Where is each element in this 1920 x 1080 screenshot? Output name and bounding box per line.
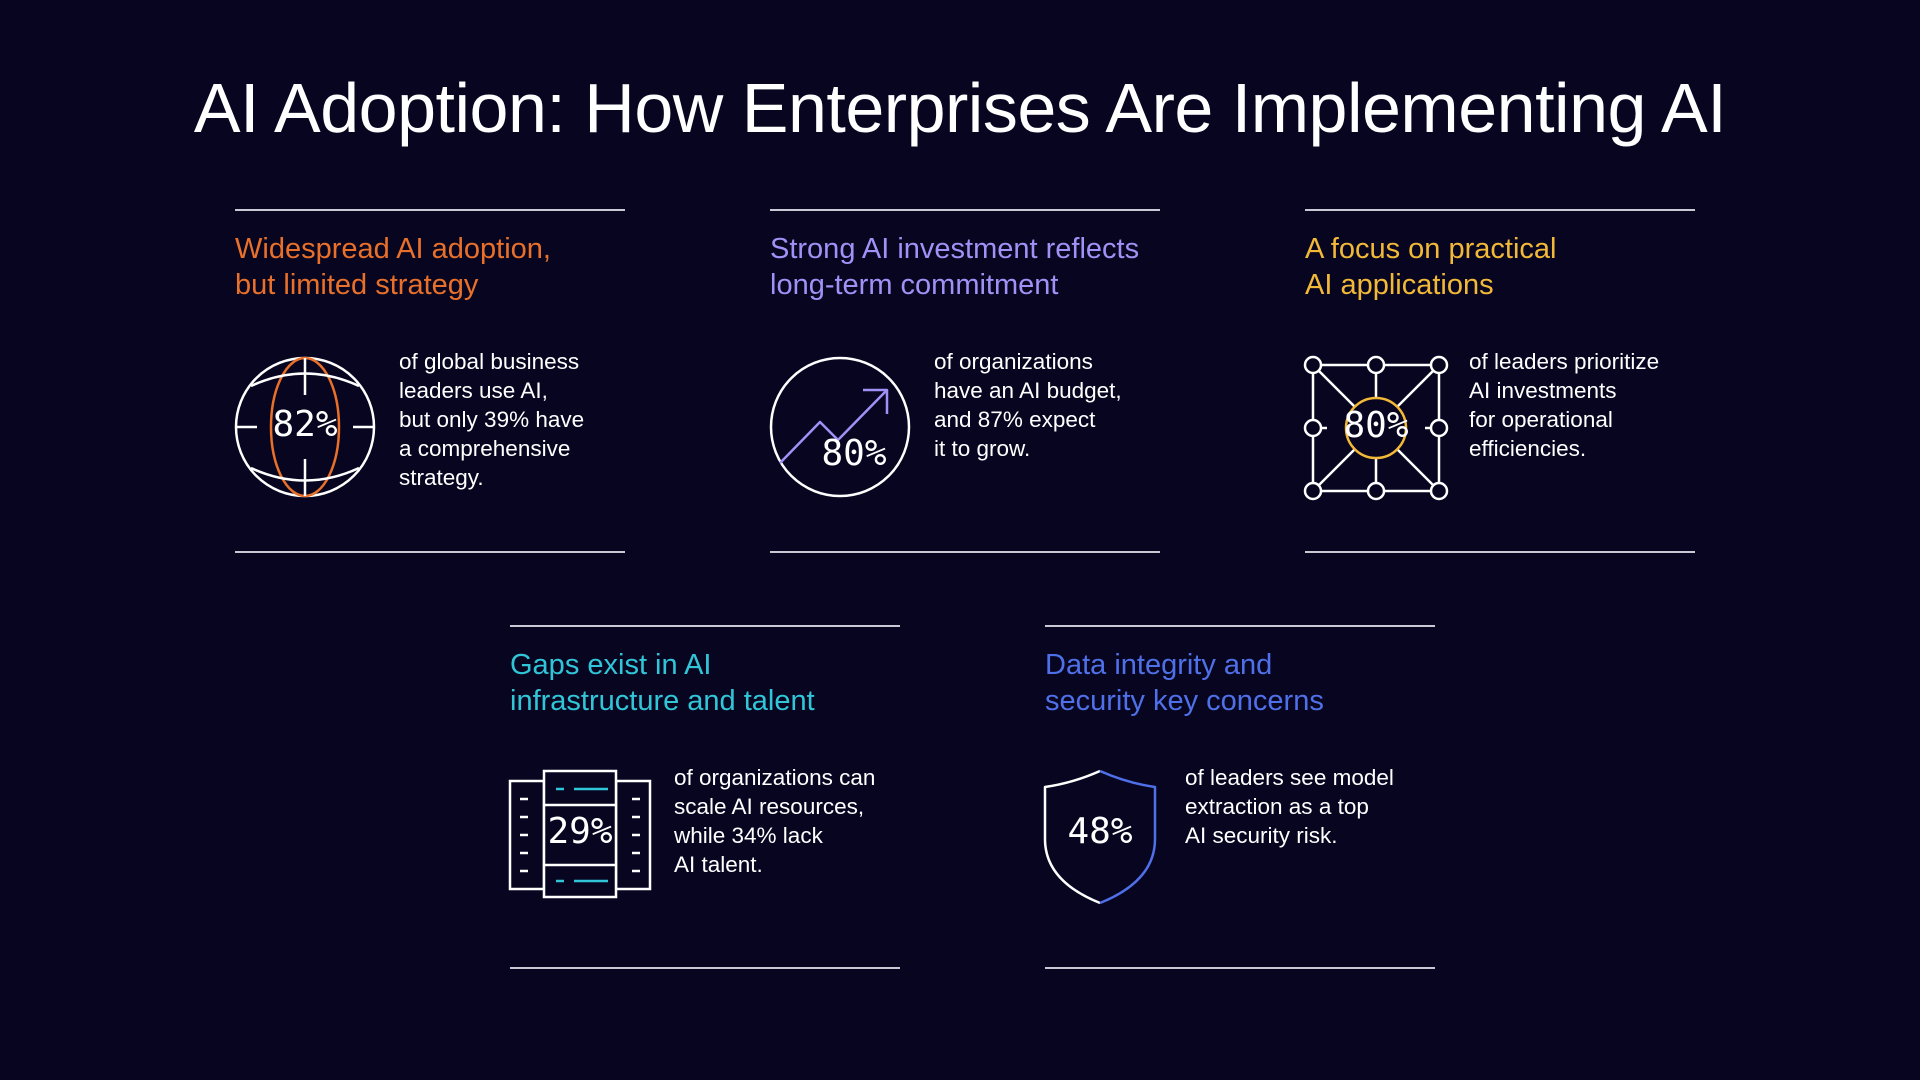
description-line: of leaders prioritize bbox=[1469, 349, 1660, 374]
description-line: of leaders see model bbox=[1185, 765, 1394, 790]
stat-value: 80% bbox=[1343, 405, 1409, 446]
globe-icon: 82% bbox=[233, 355, 377, 499]
stat-value: 29% bbox=[547, 811, 613, 852]
card-heading-line: but limited strategy bbox=[235, 269, 479, 301]
card-heading: Widespread AI adoption, but limited stra… bbox=[235, 231, 635, 303]
description-line: but only 39% have bbox=[399, 407, 585, 432]
description-line: AI investments bbox=[1469, 378, 1617, 403]
description-line: of organizations bbox=[934, 349, 1093, 374]
divider-top bbox=[1305, 209, 1695, 211]
divider-bottom bbox=[1045, 967, 1435, 969]
description-line: scale AI resources, bbox=[674, 794, 865, 819]
divider-bottom bbox=[1305, 551, 1695, 553]
divider-bottom bbox=[770, 551, 1160, 553]
divider-top bbox=[1045, 625, 1435, 627]
card-heading-line: AI applications bbox=[1305, 269, 1494, 301]
server-rack-icon: 29% bbox=[508, 769, 652, 915]
description-line: it to grow. bbox=[934, 436, 1031, 461]
page-title: AI Adoption: How Enterprises Are Impleme… bbox=[193, 69, 1727, 147]
trending-up-icon: 80% bbox=[768, 355, 912, 499]
card-heading-line: Widespread AI adoption, bbox=[235, 233, 551, 265]
divider-bottom bbox=[235, 551, 625, 553]
description-line: AI talent. bbox=[674, 852, 763, 877]
card-heading: Strong AI investment reflects long-term … bbox=[770, 231, 1170, 303]
card-description: of leaders prioritize AI investments for… bbox=[1469, 347, 1689, 463]
card-ai-investment: Strong AI investment reflects long-term … bbox=[768, 209, 1160, 554]
description-line: leaders use AI, bbox=[399, 378, 548, 403]
description-line: for operational bbox=[1469, 407, 1613, 432]
card-ai-adoption: Widespread AI adoption, but limited stra… bbox=[233, 209, 625, 554]
description-line: efficiencies. bbox=[1469, 436, 1587, 461]
card-description: of global business leaders use AI, but o… bbox=[399, 347, 619, 492]
divider-top bbox=[510, 625, 900, 627]
card-infrastructure-gaps: Gaps exist in AI infrastructure and tale… bbox=[508, 625, 900, 970]
card-data-security: Data integrity and security key concerns… bbox=[1043, 625, 1435, 970]
card-heading-line: long-term commitment bbox=[770, 269, 1059, 301]
card-heading-line: Data integrity and bbox=[1045, 649, 1273, 681]
card-heading: Gaps exist in AI infrastructure and tale… bbox=[510, 647, 910, 719]
card-description: of leaders see model extraction as a top… bbox=[1185, 763, 1405, 850]
card-heading-line: Gaps exist in AI bbox=[510, 649, 712, 681]
card-description: of organizations can scale AI resources,… bbox=[674, 763, 894, 879]
card-heading: Data integrity and security key concerns bbox=[1045, 647, 1445, 719]
description-line: of global business bbox=[399, 349, 580, 374]
divider-bottom bbox=[510, 967, 900, 969]
description-line: and 87% expect bbox=[934, 407, 1096, 432]
stat-value: 82% bbox=[272, 404, 338, 445]
stat-value: 48% bbox=[1067, 811, 1133, 852]
card-heading-line: A focus on practical bbox=[1305, 233, 1557, 265]
network-nodes-icon: 80% bbox=[1303, 355, 1449, 501]
description-line: extraction as a top bbox=[1185, 794, 1369, 819]
divider-top bbox=[235, 209, 625, 211]
stat-value: 80% bbox=[821, 433, 887, 474]
card-heading-line: infrastructure and talent bbox=[510, 685, 815, 717]
description-line: a comprehensive bbox=[399, 436, 571, 461]
description-line: have an AI budget, bbox=[934, 378, 1122, 403]
card-description: of organizations have an AI budget, and … bbox=[934, 347, 1154, 463]
card-heading-line: security key concerns bbox=[1045, 685, 1324, 717]
card-heading-line: Strong AI investment reflects bbox=[770, 233, 1140, 265]
divider-top bbox=[770, 209, 1160, 211]
card-practical-ai: A focus on practical AI applications 80% bbox=[1303, 209, 1695, 554]
description-line: of organizations can bbox=[674, 765, 876, 790]
description-line: AI security risk. bbox=[1185, 823, 1338, 848]
shield-icon: 48% bbox=[1043, 769, 1187, 915]
description-line: strategy. bbox=[399, 465, 484, 490]
card-heading: A focus on practical AI applications bbox=[1305, 231, 1705, 303]
description-line: while 34% lack bbox=[674, 823, 823, 848]
